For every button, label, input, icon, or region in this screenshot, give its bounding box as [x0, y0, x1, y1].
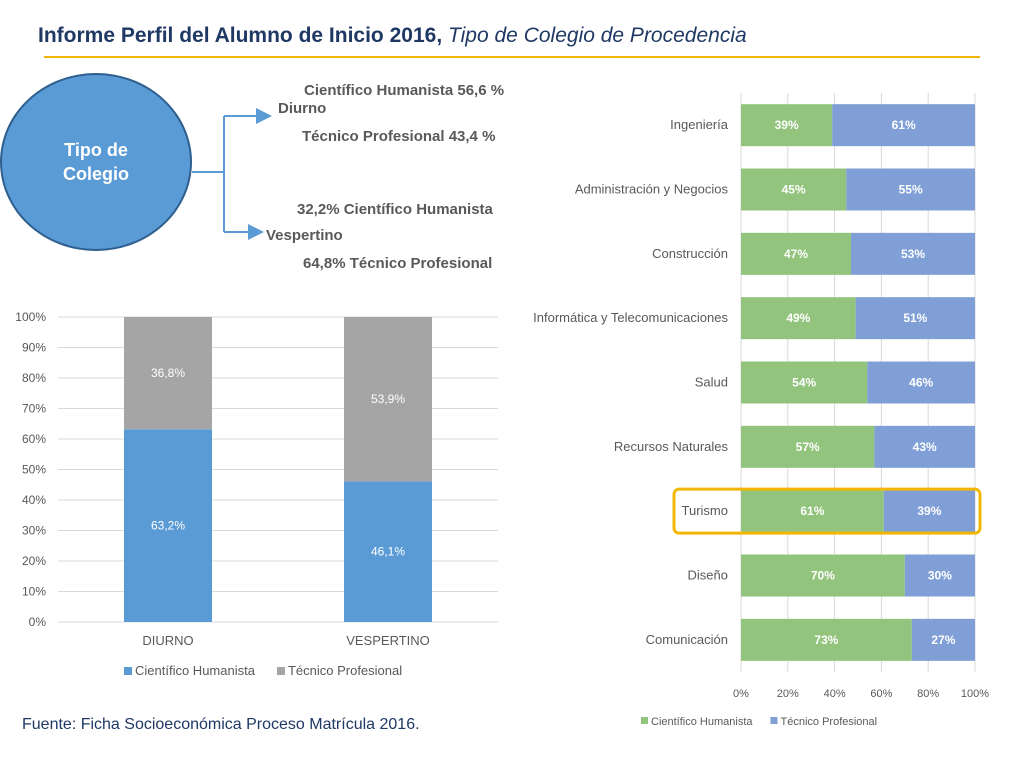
y-tick-label: 40% — [22, 493, 46, 507]
bar-tecnico-profesional-ingenieria — [832, 104, 975, 147]
page-title: Informe Perfil del Alumno de Inicio 2016… — [38, 24, 998, 48]
data-label: 63,2% — [151, 519, 185, 533]
legend-swatch — [641, 717, 648, 724]
bar-tecnico-profesional-turismo — [883, 490, 975, 533]
tipo-colegio-label: Tipo de Colegio — [63, 140, 129, 184]
data-label: 46% — [909, 376, 933, 390]
y-tick-label: Comunicación — [646, 632, 728, 647]
y-tick-label: Turismo — [682, 503, 728, 518]
bar-cientifico-humanista-diseno — [741, 554, 905, 597]
bar-tecnico-profesional-salud — [867, 361, 975, 404]
school-type-column-chart: 0% 10% 20% 30% 40% 50% 60% 70% 80% 90% 100% 63,2% 36… — [15, 310, 498, 678]
data-label: 36,8% — [151, 366, 185, 380]
x-tick-label: VESPERTINO — [346, 633, 430, 648]
career-stacked-bar-chart: 0% 20% 40% 60% 80% 100% 39% 61% Ingeniería 45% 55%… — [533, 93, 989, 728]
bar-tecnico-profesional-recursos-naturales — [874, 425, 975, 468]
y-tick-label: 20% — [22, 554, 46, 568]
data-label: 45% — [782, 183, 806, 197]
legend-label: Científico Humanista — [651, 716, 753, 728]
source-note: Fuente: Ficha Socioeconómica Proceso Mat… — [22, 716, 420, 733]
y-tick-label: Salud — [695, 375, 728, 390]
y-tick-label: Recursos Naturales — [614, 439, 729, 454]
bar-cientifico-humanista-construccion — [741, 232, 851, 275]
bar-cientifico-humanista-diurno — [124, 429, 212, 622]
data-label: 53% — [901, 247, 925, 261]
data-label: 27% — [931, 633, 955, 647]
bar-tecnico-profesional-construccion — [850, 232, 975, 275]
bar-cientifico-humanista-recursos-naturales — [741, 425, 875, 468]
y-tick-label: 80% — [22, 371, 46, 385]
data-label: 49% — [786, 311, 810, 325]
y-tick-label: 30% — [22, 524, 46, 538]
legend-label: Técnico Profesional — [781, 716, 878, 728]
data-label: 54% — [792, 376, 816, 390]
bar-cientifico-humanista-administracion-y-negocios — [741, 168, 847, 211]
data-label: 70% — [811, 569, 835, 583]
x-tick-label: 60% — [870, 688, 892, 700]
bar-cientifico-humanista-turismo — [741, 490, 884, 533]
title-main: Informe Perfil del Alumno de Inicio 2016… — [38, 24, 443, 47]
connector-arrows — [192, 108, 272, 240]
bar-cientifico-humanista-vespertino — [344, 481, 432, 622]
diurno-line-2: Técnico Profesional 43,4 % — [302, 128, 496, 145]
bar-cientifico-humanista-comunicacion — [741, 618, 912, 661]
data-label: 61% — [892, 118, 916, 132]
data-label: 43% — [913, 440, 937, 454]
bar-cientifico-humanista-ingenieria — [741, 104, 833, 147]
data-label: 47% — [784, 247, 808, 261]
vespertino-label: Vespertino — [266, 227, 343, 244]
bar-tecnico-profesional-comunicacion — [911, 618, 975, 661]
y-tick-label: Construcción — [652, 246, 728, 261]
legend-label: Científico Humanista — [135, 663, 256, 678]
title-divider — [44, 56, 980, 58]
legend-swatch — [124, 667, 132, 675]
data-label: 55% — [899, 183, 923, 197]
data-label: 30% — [928, 569, 952, 583]
y-tick-label: Diseño — [688, 568, 728, 583]
diurno-line-1: Científico Humanista 56,6 % — [304, 82, 505, 99]
x-tick-label: 80% — [917, 688, 939, 700]
legend-swatch — [276, 667, 285, 675]
data-label: 51% — [903, 311, 927, 325]
vespertino-line-1: 32,2% Científico Humanista — [297, 201, 493, 218]
x-tick-label: 40% — [824, 688, 846, 700]
y-tick-label: 10% — [22, 585, 46, 599]
y-tick-label: Informática y Telecomunicaciones — [533, 310, 728, 325]
data-label: 61% — [800, 504, 824, 518]
data-label: 57% — [796, 440, 820, 454]
diurno-label: Diurno — [278, 100, 327, 117]
bar-tecnico-profesional-vespertino — [344, 317, 432, 482]
y-tick-label: Ingeniería — [670, 117, 729, 132]
x-tick-label: 100% — [961, 688, 989, 700]
y-tick-label: Administración y Negocios — [575, 182, 729, 197]
x-tick-label: DIURNO — [142, 633, 193, 648]
y-tick-label: 90% — [22, 341, 46, 355]
y-tick-label: 60% — [22, 432, 46, 446]
data-label: 46,1% — [371, 545, 405, 559]
bar-tecnico-profesional-informatica-y-telecomunicaciones — [855, 297, 975, 340]
y-tick-label: 0% — [29, 615, 47, 629]
vespertino-line-2: 64,8% Técnico Profesional — [303, 255, 493, 272]
legend-label: Técnico Profesional — [288, 663, 402, 678]
tipo-colegio-ellipse: Tipo de Colegio — [0, 73, 192, 251]
legend-swatch — [770, 717, 778, 724]
x-tick-label: 20% — [777, 688, 799, 700]
y-tick-label: 70% — [22, 402, 46, 416]
bar-cientifico-humanista-salud — [741, 361, 868, 404]
x-tick-label: 0% — [733, 688, 749, 700]
bar-tecnico-profesional-diurno — [124, 317, 212, 430]
data-label: 39% — [775, 118, 799, 132]
data-label: 39% — [917, 504, 941, 518]
highlight-box — [672, 487, 982, 535]
data-label: 53,9% — [371, 392, 405, 406]
bar-cientifico-humanista-informatica-y-telecomunicaciones — [741, 297, 856, 340]
data-label: 73% — [814, 633, 838, 647]
title-italic: Tipo de Colegio de Procedencia — [448, 24, 747, 47]
bar-tecnico-profesional-administracion-y-negocios — [846, 168, 975, 211]
y-tick-label: 100% — [15, 310, 46, 324]
y-tick-label: 50% — [22, 463, 46, 477]
bar-tecnico-profesional-diseno — [904, 554, 975, 597]
